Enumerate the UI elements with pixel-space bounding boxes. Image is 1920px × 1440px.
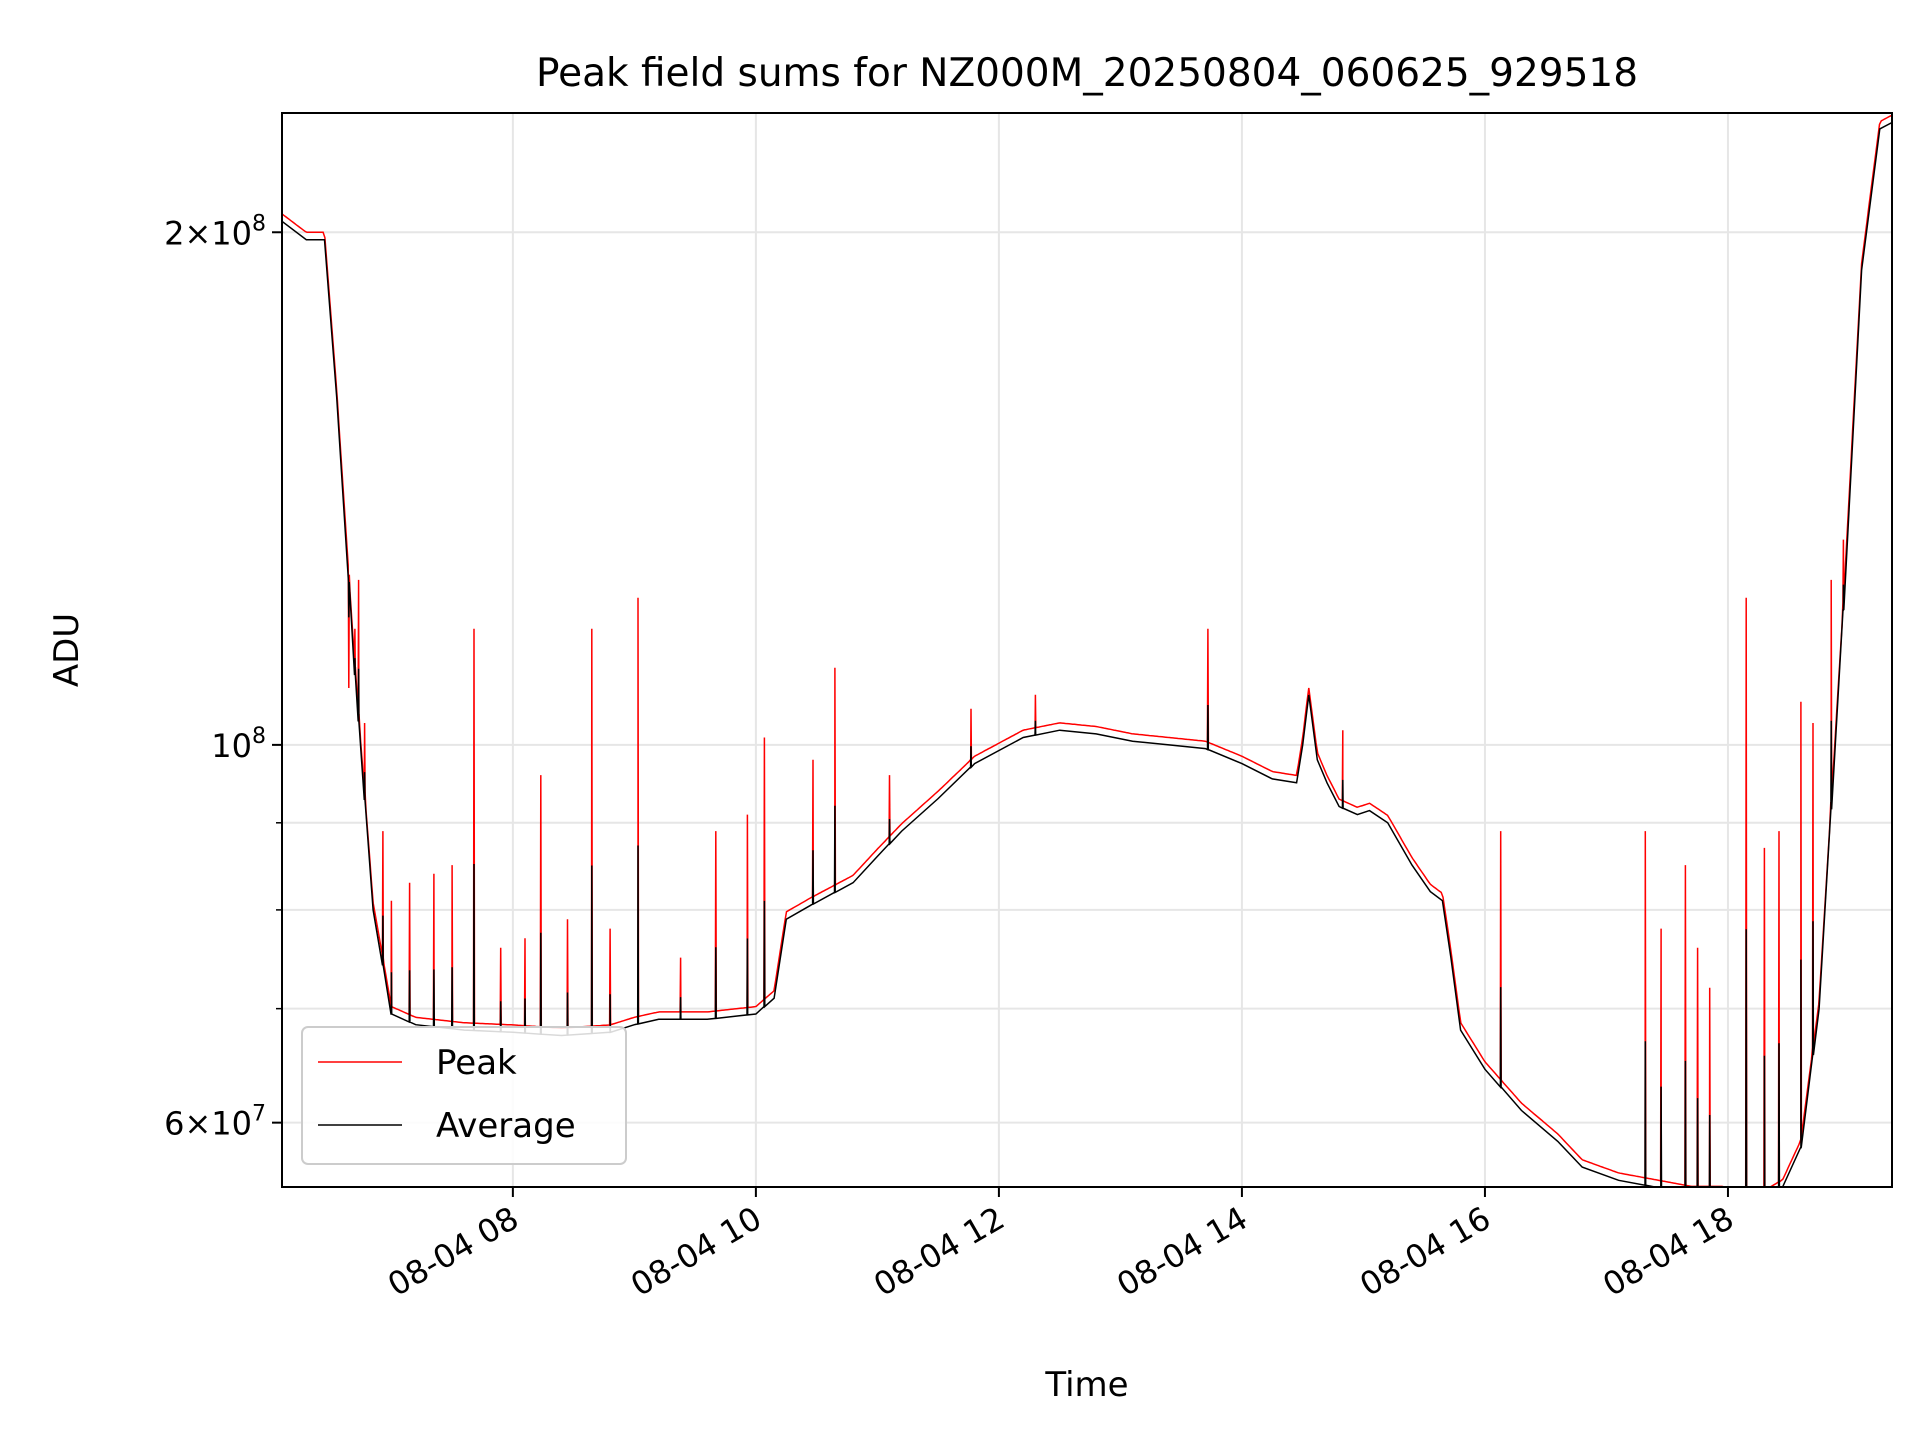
y-axis: 6×107 108 2×108 (164, 211, 282, 1143)
plot-area (282, 114, 1892, 1187)
legend-label-peak: Peak (436, 1043, 517, 1083)
grid-lines (282, 113, 1892, 1187)
y-tick-label: 108 (211, 724, 266, 765)
y-tick-label: 6×107 (164, 1102, 266, 1143)
legend: Peak Average (301, 1026, 627, 1165)
y-tick-label: 2×108 (164, 211, 266, 252)
y-axis-label: ADU (47, 613, 87, 687)
chart-title: Peak field sums for NZ000M_20250804_0606… (536, 51, 1638, 96)
series-line-average (282, 121, 1892, 1187)
x-axis-label: Time (1044, 1365, 1128, 1405)
legend-label-average: Average (436, 1106, 576, 1146)
plot-frame (281, 112, 1893, 1188)
